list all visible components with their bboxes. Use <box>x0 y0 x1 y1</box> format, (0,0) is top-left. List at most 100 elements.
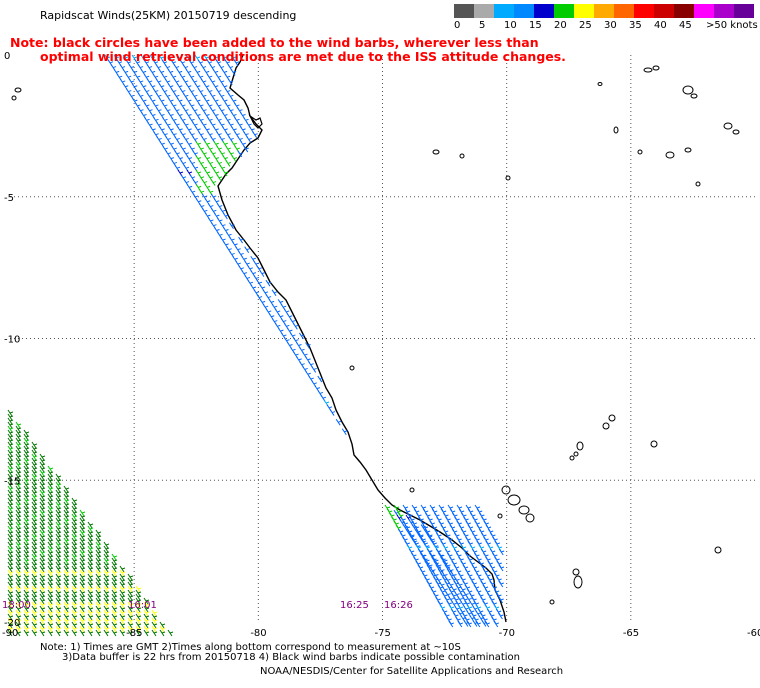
wind-barb <box>39 629 46 637</box>
wind-barb <box>203 69 210 76</box>
wind-barb <box>162 102 168 110</box>
wind-barb <box>135 605 142 613</box>
wind-barb <box>15 525 22 533</box>
south-america-coastline <box>217 54 507 623</box>
wind-barb <box>222 112 228 119</box>
wind-barb <box>183 179 190 186</box>
wind-barb <box>39 509 46 517</box>
wind-barb <box>161 88 168 95</box>
wind-barb <box>31 445 38 453</box>
wind-barb <box>192 150 198 158</box>
wind-barb <box>144 102 150 110</box>
wind-barb <box>165 136 171 143</box>
wind-barb <box>15 421 22 429</box>
wind-barb <box>87 525 94 533</box>
wind-barb <box>7 453 14 461</box>
wind-barb <box>219 150 225 158</box>
wind-barb <box>31 605 38 613</box>
wind-barb <box>39 501 46 509</box>
wind-barb <box>209 78 216 86</box>
wind-barb <box>71 597 78 605</box>
wind-barb <box>165 121 171 129</box>
wind-barb <box>23 521 30 529</box>
wind-barb <box>237 121 243 129</box>
wind-barb <box>217 232 223 239</box>
wind-barb <box>125 88 132 95</box>
wind-barb <box>39 553 46 561</box>
wind-barb <box>95 597 102 605</box>
wind-barb <box>143 621 150 629</box>
wind-barb <box>79 593 86 601</box>
wind-barb <box>119 589 126 597</box>
wind-barb <box>185 69 192 76</box>
wind-barb <box>95 573 102 581</box>
wind-barb <box>183 150 189 158</box>
wind-barb <box>222 155 229 162</box>
wind-barb <box>237 107 243 114</box>
wind-barb <box>299 361 305 368</box>
wind-barb <box>71 537 78 545</box>
wind-barb <box>250 255 256 263</box>
wind-barb <box>207 203 214 210</box>
wind-barb <box>103 557 110 565</box>
wind-barb <box>177 140 183 148</box>
wind-barb <box>241 255 247 263</box>
wind-barb <box>305 370 311 378</box>
wind-barb <box>7 429 14 437</box>
wind-barb <box>63 501 70 509</box>
wind-barb <box>173 93 180 100</box>
island-outline <box>518 505 530 515</box>
wind-barb <box>15 469 22 477</box>
wind-barb <box>23 593 30 601</box>
wind-barb <box>195 140 201 148</box>
wind-barb <box>111 569 118 577</box>
wind-barb <box>31 473 38 481</box>
wind-barb <box>177 126 183 134</box>
wind-barb <box>128 93 135 100</box>
wind-barb <box>222 169 229 177</box>
wind-barb <box>247 279 254 287</box>
wind-barb <box>39 589 46 597</box>
wind-barb <box>95 541 102 549</box>
wind-barb <box>151 621 158 629</box>
wind-barb <box>135 621 142 629</box>
wind-barb <box>31 525 38 533</box>
wind-barb <box>63 573 70 581</box>
wind-barb <box>47 465 54 473</box>
wind-barb <box>151 629 158 637</box>
wind-barb <box>167 629 174 637</box>
wind-barb <box>47 585 54 593</box>
wind-barb <box>131 83 138 91</box>
wind-barb <box>164 64 171 71</box>
wind-barb <box>79 541 86 549</box>
wind-barb <box>262 303 269 311</box>
wind-barb <box>15 617 22 625</box>
wind-barb <box>47 553 54 561</box>
wind-barb <box>252 131 258 138</box>
wind-barb <box>234 145 240 153</box>
wind-barb <box>55 621 62 629</box>
wind-barb <box>111 625 118 633</box>
wind-barb <box>15 489 22 497</box>
wind-barb <box>127 585 134 593</box>
colorbar-swatch <box>514 4 534 18</box>
wind-barb <box>87 533 94 541</box>
wind-barb <box>15 521 22 529</box>
wind-barb <box>87 529 94 537</box>
time-labels: 18:00 16:01 16:25 16:26 <box>2 600 413 611</box>
wind-barb <box>71 541 78 549</box>
wind-barb <box>233 59 240 67</box>
island-outline <box>497 513 503 519</box>
wind-barb <box>493 620 499 628</box>
wind-barb <box>135 617 142 625</box>
wind-barb <box>180 174 187 182</box>
wind-barb <box>55 505 62 513</box>
wind-barb <box>238 265 244 273</box>
wind-barb <box>221 97 228 105</box>
wind-barb <box>55 489 62 497</box>
wind-barb <box>317 375 323 383</box>
wind-barb <box>7 449 14 457</box>
wind-barb <box>127 605 134 613</box>
wind-barb <box>39 621 46 629</box>
latitude-label: -5 <box>4 193 14 204</box>
